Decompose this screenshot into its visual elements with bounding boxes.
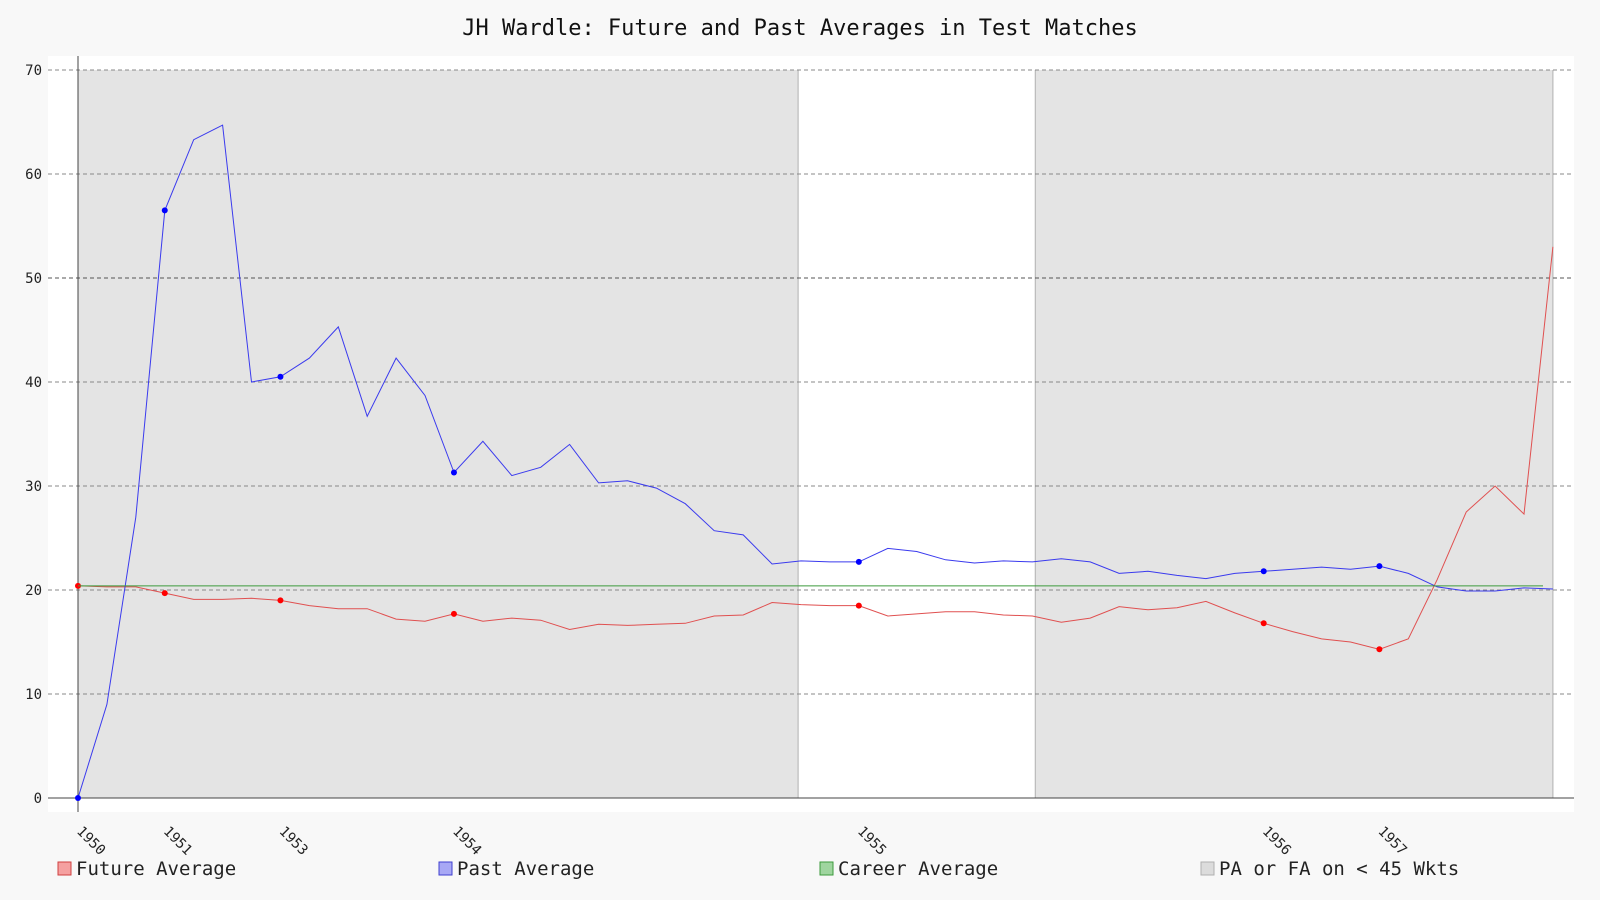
series-layer [75, 124, 1554, 801]
future-marker [277, 597, 284, 604]
past-marker [1260, 568, 1267, 575]
legend-swatch-career [819, 861, 834, 876]
shaded-region-0 [78, 70, 799, 798]
legend-label-career: Career Average [838, 858, 998, 880]
future-marker [1260, 620, 1267, 627]
y-tick-label: 30 [25, 479, 42, 495]
past-marker [75, 795, 81, 801]
future-marker [450, 610, 457, 617]
legend-label-past: Past Average [457, 858, 594, 880]
past-marker [1376, 563, 1383, 570]
y-tick-label: 0 [34, 791, 42, 807]
shaded-region-1 [1035, 70, 1553, 798]
y-tick-label: 40 [25, 375, 42, 391]
past-marker [277, 373, 284, 380]
legend-label-future: Future Average [76, 858, 236, 880]
future-average-line [77, 246, 1554, 650]
future-marker [855, 602, 862, 609]
legend-swatch-shade [1200, 861, 1215, 876]
y-tick-label: 70 [25, 63, 42, 79]
grid-layer [48, 69, 1574, 695]
future-marker [1376, 646, 1383, 653]
past-average-line [77, 124, 1553, 799]
future-marker [161, 590, 168, 597]
legend: Future Average Past Average Career Average… [57, 858, 1459, 880]
shade-layer [77, 70, 1554, 798]
y-tick-label: 10 [25, 687, 42, 703]
legend-swatch-past [438, 861, 453, 876]
past-marker [855, 558, 862, 565]
legend-label-shade: PA or FA on < 45 Wkts [1219, 858, 1459, 880]
past-marker [161, 207, 168, 214]
y-tick-label: 20 [25, 583, 42, 599]
y-tick-label: 60 [25, 167, 42, 183]
legend-swatch-future [57, 861, 72, 876]
chart-title: JH Wardle: Future and Past Averages in T… [462, 16, 1138, 41]
y-tick-label: 50 [25, 271, 42, 287]
past-marker [450, 469, 457, 476]
